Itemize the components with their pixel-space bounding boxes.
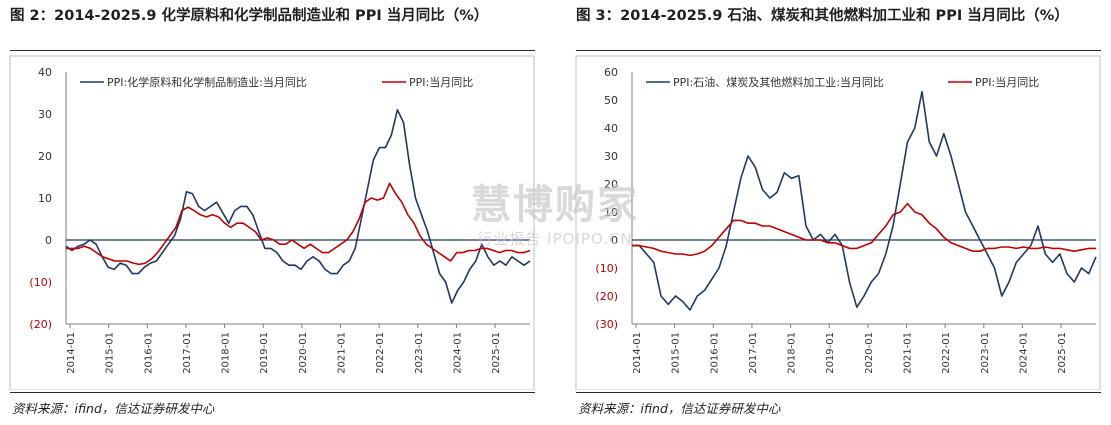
chart-title: 图 3：2014-2025.9 石油、煤炭和其他燃料加工业和 PPI 当月同比（… [576, 8, 1069, 24]
chart-source: 资料来源：ifind，信达证券研发中心 [578, 401, 781, 416]
y-tick-label: 60 [604, 66, 618, 79]
y-tick-label: 30 [38, 108, 52, 121]
x-tick-label: 2017-01 [748, 332, 759, 374]
x-tick-label: 2025-01 [491, 332, 502, 374]
x-tick-label: 2019-01 [825, 332, 836, 374]
y-tick-label: (30) [595, 318, 618, 331]
y-tick-label: (10) [29, 276, 52, 289]
x-tick-label: 2023-01 [980, 332, 991, 374]
x-tick-label: 2021-01 [337, 332, 348, 374]
x-tick-label: 2024-01 [1018, 332, 1029, 374]
series-line [66, 182, 531, 266]
y-tick-label: 40 [38, 66, 52, 79]
legend-label: PPI:当月同比 [409, 75, 473, 89]
y-tick-label: 10 [38, 192, 52, 205]
x-tick-label: 2022-01 [375, 332, 386, 374]
chart-frame [575, 55, 1101, 390]
series-line [632, 202, 1096, 257]
series-line [65, 108, 531, 304]
x-tick-label: 2025-01 [1057, 332, 1068, 374]
chart-panel-left: 图 2：2014-2025.9 化学原料和化学制品制造业和 PPI 当月同比（%… [0, 0, 540, 425]
title-rule [576, 50, 1101, 51]
x-tick-label: 2014-01 [66, 332, 77, 374]
chart-panel-right: 图 3：2014-2025.9 石油、煤炭和其他燃料加工业和 PPI 当月同比（… [566, 0, 1106, 425]
x-tick-label: 2015-01 [671, 332, 682, 374]
legend-label: PPI:石油、煤炭及其他燃料加工业:当月同比 [673, 75, 884, 89]
chart-svg: 40 30 20 10 0 (10) (20) 2014-01 2015-01 2016-01 20… [9, 55, 535, 390]
x-tick-label: 2024-01 [452, 332, 463, 374]
x-tick-label: 2015-01 [105, 332, 116, 374]
x-tick-label: 2016-01 [143, 332, 154, 374]
x-tick-label: 2017-01 [182, 332, 193, 374]
y-tick-label: (20) [29, 318, 52, 331]
y-tick-label: 0 [45, 234, 52, 247]
y-tick-label: 30 [604, 150, 618, 163]
source-rule [576, 392, 1101, 393]
y-tick-label: (20) [595, 290, 618, 303]
chart-frame [9, 55, 535, 390]
x-tick-label: 2018-01 [787, 332, 798, 374]
series-line [632, 90, 1097, 311]
chart-title: 图 2：2014-2025.9 化学原料和化学制品制造业和 PPI 当月同比（%… [10, 8, 489, 24]
x-tick-label: 2018-01 [221, 332, 232, 374]
x-tick-label: 2023-01 [414, 332, 425, 374]
y-tick-label: (10) [595, 262, 618, 275]
x-tick-label: 2014-01 [632, 332, 643, 374]
y-tick-label: 40 [604, 122, 618, 135]
y-tick-label: 20 [604, 178, 618, 191]
title-rule [10, 50, 535, 51]
x-tick-label: 2019-01 [259, 332, 270, 374]
y-tick-label: 20 [38, 150, 52, 163]
x-tick-label: 2021-01 [903, 332, 914, 374]
y-tick-label: 10 [604, 206, 618, 219]
y-tick-label: 0 [611, 234, 618, 247]
y-tick-label: 50 [604, 94, 618, 107]
chart-svg: 60 50 40 30 20 10 0 (10) (20) (30) 2014-01 2015-01 2… [575, 55, 1101, 390]
chart-source: 资料来源：ifind，信达证券研发中心 [12, 401, 215, 416]
x-tick-label: 2016-01 [709, 332, 720, 374]
source-rule [10, 392, 535, 393]
legend-label: PPI:当月同比 [975, 75, 1039, 89]
x-tick-label: 2020-01 [298, 332, 309, 374]
legend-label: PPI:化学原料和化学制品制造业:当月同比 [107, 75, 307, 89]
x-tick-label: 2022-01 [941, 332, 952, 374]
x-tick-label: 2020-01 [864, 332, 875, 374]
